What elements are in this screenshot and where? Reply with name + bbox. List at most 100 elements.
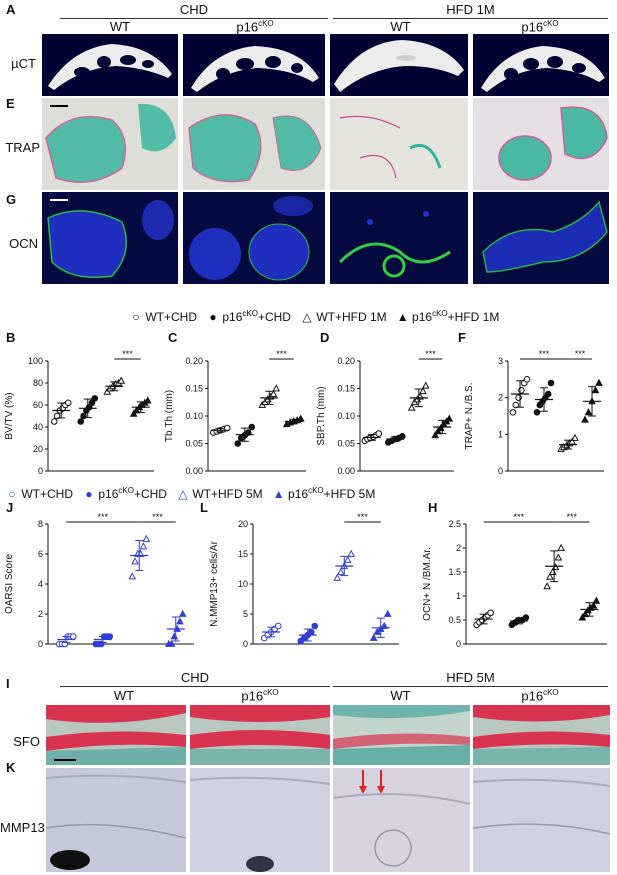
y-tick-label: 0.10 bbox=[185, 411, 203, 421]
chart-sbpth: SBP.Th (mm) 0.00 0.05 0.10 0.15 0.20 *** bbox=[312, 345, 460, 485]
y-tick-label: 0 bbox=[456, 639, 461, 649]
y-tick-label: 5 bbox=[243, 609, 248, 619]
data-point bbox=[77, 418, 85, 425]
data-point bbox=[380, 621, 389, 629]
header-hfd5m: HFD 5M bbox=[446, 670, 495, 685]
data-point bbox=[584, 408, 593, 416]
y-tick-label: 2.5 bbox=[448, 519, 461, 529]
data-point bbox=[554, 553, 563, 561]
header-chd-bottom: CHD bbox=[180, 670, 210, 685]
legend-1m-item-3: ▲ p16cKO+HFD 1M bbox=[396, 309, 500, 324]
data-point bbox=[591, 386, 600, 394]
data-point bbox=[546, 572, 554, 580]
data-point bbox=[128, 572, 137, 580]
data-point bbox=[592, 596, 601, 604]
header-line-chd-bottom bbox=[60, 686, 330, 687]
panel-letter-d: D bbox=[320, 330, 330, 345]
data-point bbox=[383, 609, 392, 617]
data-point bbox=[53, 412, 61, 420]
data-point bbox=[336, 567, 345, 575]
mmp13-image-wt-hfd5m bbox=[333, 768, 470, 872]
row-label-mmp13: MMP13 bbox=[0, 820, 45, 835]
data-point bbox=[533, 409, 541, 416]
legend-1m: ○ WT+CHD ● p16cKO+CHD △ WT+HFD 1M ▲ p16c… bbox=[130, 309, 499, 324]
mmp13-image-p16-chd bbox=[190, 768, 330, 872]
y-tick-label: 1.5 bbox=[448, 567, 461, 577]
y-tick-label: 2 bbox=[38, 609, 43, 619]
chart-mmp13: N.MMP13+ cells/Ar 0 5 10 15 20 *** bbox=[205, 508, 405, 658]
data-point bbox=[106, 633, 114, 640]
data-point bbox=[64, 399, 72, 407]
data-point bbox=[509, 409, 517, 416]
data-point bbox=[421, 381, 430, 389]
sfo-image-wt-hfd5m bbox=[333, 705, 470, 765]
data-point bbox=[91, 395, 99, 402]
y-tick-label: 0.20 bbox=[185, 356, 203, 366]
mmp13-image-p16-hfd5m bbox=[473, 768, 610, 872]
y-axis-title: SBP.Th (mm) bbox=[316, 386, 327, 445]
y-tick-label: 2 bbox=[456, 543, 461, 553]
panel-letter-i: I bbox=[6, 676, 10, 691]
data-point bbox=[547, 379, 555, 387]
header-wt-hfd5m: WT bbox=[390, 688, 411, 703]
y-tick-label: 20 bbox=[33, 444, 43, 454]
data-point bbox=[445, 414, 454, 422]
trap-image-p16-hfd1m bbox=[473, 98, 609, 190]
y-tick-label: 1 bbox=[456, 591, 461, 601]
header-line-hfd1m bbox=[333, 18, 608, 19]
y-axis-title: BV/TV (%) bbox=[4, 392, 15, 439]
header-p16-hfd5m: p16cKO bbox=[521, 688, 559, 704]
data-point bbox=[512, 401, 520, 409]
significance-label: *** bbox=[97, 512, 108, 522]
data-point bbox=[132, 406, 141, 414]
y-tick-label: 0.10 bbox=[337, 411, 355, 421]
data-point bbox=[571, 433, 579, 441]
data-point bbox=[431, 430, 440, 439]
data-point bbox=[248, 423, 256, 431]
data-point bbox=[595, 378, 603, 386]
legend-5m-item-2: △ WT+HFD 5M bbox=[178, 487, 263, 501]
data-point bbox=[419, 386, 427, 395]
data-point bbox=[170, 632, 179, 640]
legend-1m-item-1: ● p16cKO+CHD bbox=[209, 309, 291, 324]
ocn-image-p16-hfd1m bbox=[473, 192, 609, 284]
header-wt-chd-bottom: WT bbox=[113, 688, 135, 703]
row-label-trap: TRAP bbox=[5, 140, 40, 155]
data-point bbox=[333, 573, 342, 581]
y-tick-label: 0.5 bbox=[448, 615, 461, 625]
chart-bvtv: BV/TV (%) 0 20 40 60 80 100 *** bbox=[0, 345, 160, 485]
data-point bbox=[50, 418, 58, 425]
y-tick-label: 0 bbox=[243, 639, 248, 649]
panel-letter-e: E bbox=[6, 96, 15, 111]
ocn-image-wt-chd bbox=[42, 192, 178, 284]
data-point bbox=[523, 376, 531, 383]
header-line-hfd5m bbox=[333, 686, 608, 687]
uct-image-wt-chd bbox=[42, 34, 178, 96]
row-label-ocn: OCN bbox=[9, 236, 38, 251]
data-point bbox=[139, 542, 148, 550]
y-tick-label: 10 bbox=[238, 579, 248, 589]
significance-label: *** bbox=[566, 512, 577, 522]
data-point bbox=[167, 639, 176, 647]
panel-letter-c: C bbox=[168, 330, 178, 345]
data-point bbox=[375, 430, 383, 437]
data-point bbox=[178, 609, 187, 617]
y-tick-label: 0.00 bbox=[337, 466, 355, 476]
significance-label: *** bbox=[425, 349, 436, 359]
data-point bbox=[581, 415, 589, 423]
trap-image-wt-chd bbox=[42, 98, 178, 190]
data-point bbox=[131, 557, 139, 565]
uct-image-p16-chd bbox=[183, 34, 325, 96]
red-arrow bbox=[377, 770, 385, 794]
significance-label: *** bbox=[514, 512, 525, 522]
header-chd-top: CHD bbox=[179, 2, 209, 17]
y-tick-label: 0 bbox=[38, 639, 43, 649]
header-p16-chd-bottom: p16cKO bbox=[241, 688, 279, 704]
data-point bbox=[117, 376, 126, 384]
chart-trap: TRAP+ N./B.S. 0 1 2 3 *** *** bbox=[460, 345, 610, 485]
sfo-image-wt-chd bbox=[46, 705, 186, 765]
data-point bbox=[296, 414, 305, 422]
data-point bbox=[522, 614, 530, 621]
data-point bbox=[578, 613, 587, 621]
y-axis-title: N.MMP13+ cells/Ar bbox=[209, 540, 220, 627]
